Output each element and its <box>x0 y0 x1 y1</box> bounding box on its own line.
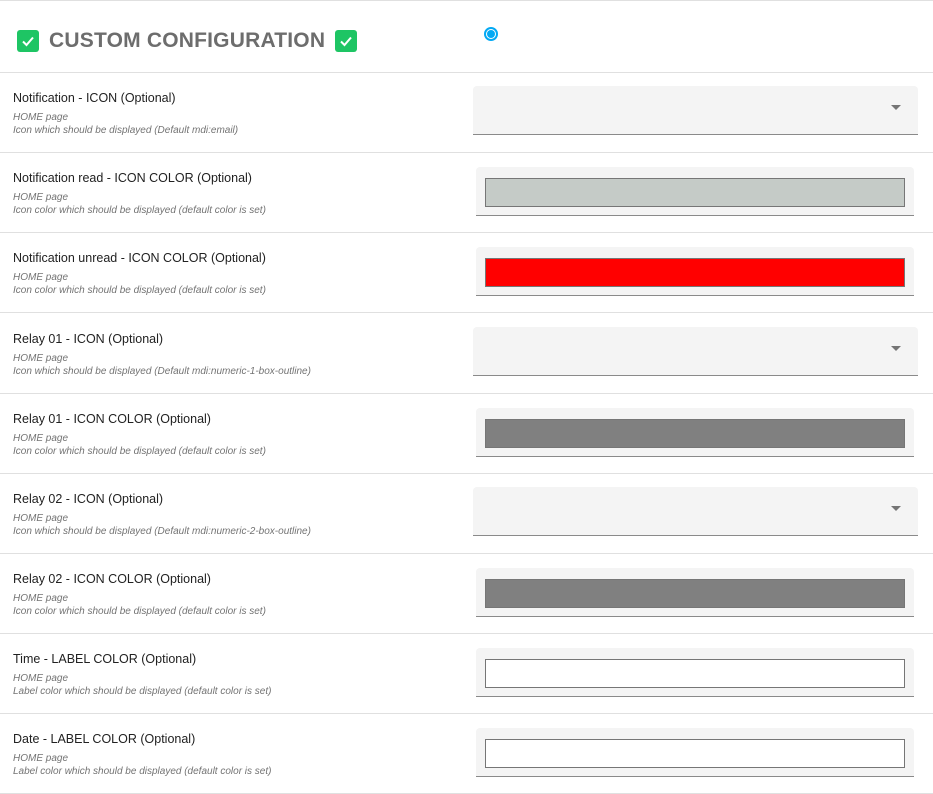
field-page: HOME page <box>13 513 69 524</box>
field-help: Icon which should be displayed (Default … <box>13 125 239 136</box>
field-help: Icon color which should be displayed (de… <box>13 606 266 617</box>
icon-select[interactable] <box>473 487 918 536</box>
section-header: CUSTOM CONFIGURATION <box>0 1 933 73</box>
field-page: HOME page <box>13 272 69 283</box>
field-help: Icon color which should be displayed (de… <box>13 285 266 296</box>
color-picker-input[interactable] <box>485 579 905 608</box>
field-help: Icon which should be displayed (Default … <box>13 526 311 537</box>
field-help: Icon color which should be displayed (de… <box>13 446 266 457</box>
config-row: Notification - ICON (Optional) HOME page… <box>0 73 933 153</box>
dropdown-arrow-icon <box>891 346 901 351</box>
color-picker-input[interactable] <box>485 258 905 287</box>
config-row: Time - LABEL COLOR (Optional) HOME page L… <box>0 634 933 714</box>
field-page: HOME page <box>13 593 69 604</box>
field-description: HOME page Icon which should be displayed … <box>13 512 311 538</box>
section-title: CUSTOM CONFIGURATION <box>49 29 326 52</box>
field-description: HOME page Icon color which should be disp… <box>13 271 266 297</box>
field-page: HOME page <box>13 112 69 123</box>
field-page: HOME page <box>13 192 69 203</box>
field-description: HOME page Icon which should be displayed … <box>13 111 238 137</box>
config-row: Notification unread - ICON COLOR (Option… <box>0 233 933 313</box>
color-field <box>476 728 914 777</box>
field-label: Notification unread - ICON COLOR (Option… <box>13 251 266 265</box>
color-field <box>476 167 914 216</box>
field-description: HOME page Label color which should be dis… <box>13 752 271 778</box>
dropdown-arrow-icon <box>891 105 901 110</box>
config-row: Date - LABEL COLOR (Optional) HOME page L… <box>0 714 933 794</box>
color-field <box>476 408 914 457</box>
field-help: Icon color which should be displayed (de… <box>13 205 266 216</box>
config-row: Relay 01 - ICON COLOR (Optional) HOME pa… <box>0 394 933 474</box>
config-row: Relay 02 - ICON (Optional) HOME page Icon… <box>0 474 933 554</box>
field-label: Notification - ICON (Optional) <box>13 91 176 105</box>
field-description: HOME page Icon color which should be disp… <box>13 592 266 618</box>
color-picker-input[interactable] <box>485 739 905 768</box>
section-radio-button[interactable] <box>484 27 498 41</box>
field-label: Notification read - ICON COLOR (Optional… <box>13 171 252 185</box>
icon-select[interactable] <box>473 327 918 376</box>
field-help: Label color which should be displayed (d… <box>13 686 272 697</box>
check-icon <box>335 30 358 52</box>
top-divider <box>0 0 933 1</box>
field-page: HOME page <box>13 753 69 764</box>
config-row: Relay 01 - ICON (Optional) HOME page Icon… <box>0 314 933 394</box>
field-description: HOME page Icon color which should be disp… <box>13 191 266 217</box>
check-icon <box>17 30 39 52</box>
field-label: Relay 02 - ICON (Optional) <box>13 492 164 506</box>
field-label: Time - LABEL COLOR (Optional) <box>13 652 197 666</box>
color-field <box>476 648 914 697</box>
field-description: HOME page Label color which should be dis… <box>13 672 271 698</box>
color-field <box>476 568 914 617</box>
color-picker-input[interactable] <box>485 659 905 688</box>
dropdown-arrow-icon <box>891 506 901 511</box>
icon-select[interactable] <box>473 86 918 135</box>
field-description: HOME page Icon color which should be disp… <box>13 432 266 458</box>
field-description: HOME page Icon which should be displayed … <box>13 352 311 378</box>
field-page: HOME page <box>13 673 69 684</box>
field-label: Relay 01 - ICON (Optional) <box>13 332 164 346</box>
field-page: HOME page <box>13 433 69 444</box>
config-row: Notification read - ICON COLOR (Optional… <box>0 153 933 233</box>
field-label: Relay 02 - ICON COLOR (Optional) <box>13 572 211 586</box>
color-picker-input[interactable] <box>485 419 905 448</box>
field-help: Label color which should be displayed (d… <box>13 766 272 777</box>
section-title-group: CUSTOM CONFIGURATION <box>17 29 358 53</box>
field-label: Date - LABEL COLOR (Optional) <box>13 732 196 746</box>
color-picker-input[interactable] <box>485 178 905 207</box>
config-row: Relay 02 - ICON COLOR (Optional) HOME pa… <box>0 554 933 634</box>
field-label: Relay 01 - ICON COLOR (Optional) <box>13 412 211 426</box>
field-help: Icon which should be displayed (Default … <box>13 366 311 377</box>
color-field <box>476 247 914 296</box>
field-page: HOME page <box>13 353 69 364</box>
